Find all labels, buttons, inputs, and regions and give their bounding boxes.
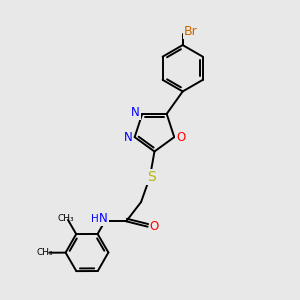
Text: N: N <box>99 212 108 226</box>
Text: O: O <box>149 220 159 233</box>
Text: Br: Br <box>184 25 198 38</box>
Text: CH₃: CH₃ <box>37 248 53 257</box>
Text: S: S <box>147 170 156 184</box>
Text: H: H <box>91 214 98 224</box>
Text: N: N <box>124 131 133 144</box>
Text: O: O <box>176 130 185 144</box>
Text: N: N <box>131 106 140 119</box>
Text: CH₃: CH₃ <box>57 214 74 223</box>
